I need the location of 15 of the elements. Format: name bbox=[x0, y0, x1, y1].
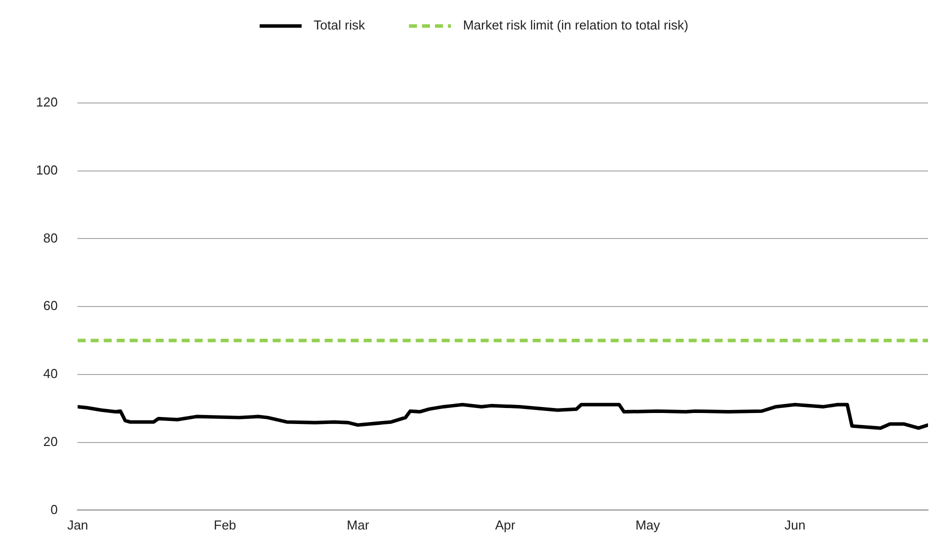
y-tick-label: 0 bbox=[50, 502, 58, 517]
y-tick-label: 60 bbox=[43, 298, 58, 314]
x-tick-label: Apr bbox=[495, 518, 516, 533]
x-tick-label: Mar bbox=[346, 518, 370, 533]
y-tick-label: 80 bbox=[43, 230, 58, 246]
y-tick-label: 120 bbox=[36, 94, 58, 110]
legend-label: Total risk bbox=[314, 18, 366, 33]
legend-label: Market risk limit (in relation to total risk) bbox=[462, 18, 688, 33]
x-tick-label: Feb bbox=[214, 518, 236, 533]
y-tick-label: 100 bbox=[36, 162, 58, 178]
x-tick-label: May bbox=[635, 518, 661, 533]
y-tick-label: 40 bbox=[43, 366, 58, 382]
y-tick-label: 20 bbox=[43, 434, 58, 449]
x-tick-label: Jan bbox=[67, 518, 88, 533]
x-tick-label: Jun bbox=[784, 518, 806, 533]
